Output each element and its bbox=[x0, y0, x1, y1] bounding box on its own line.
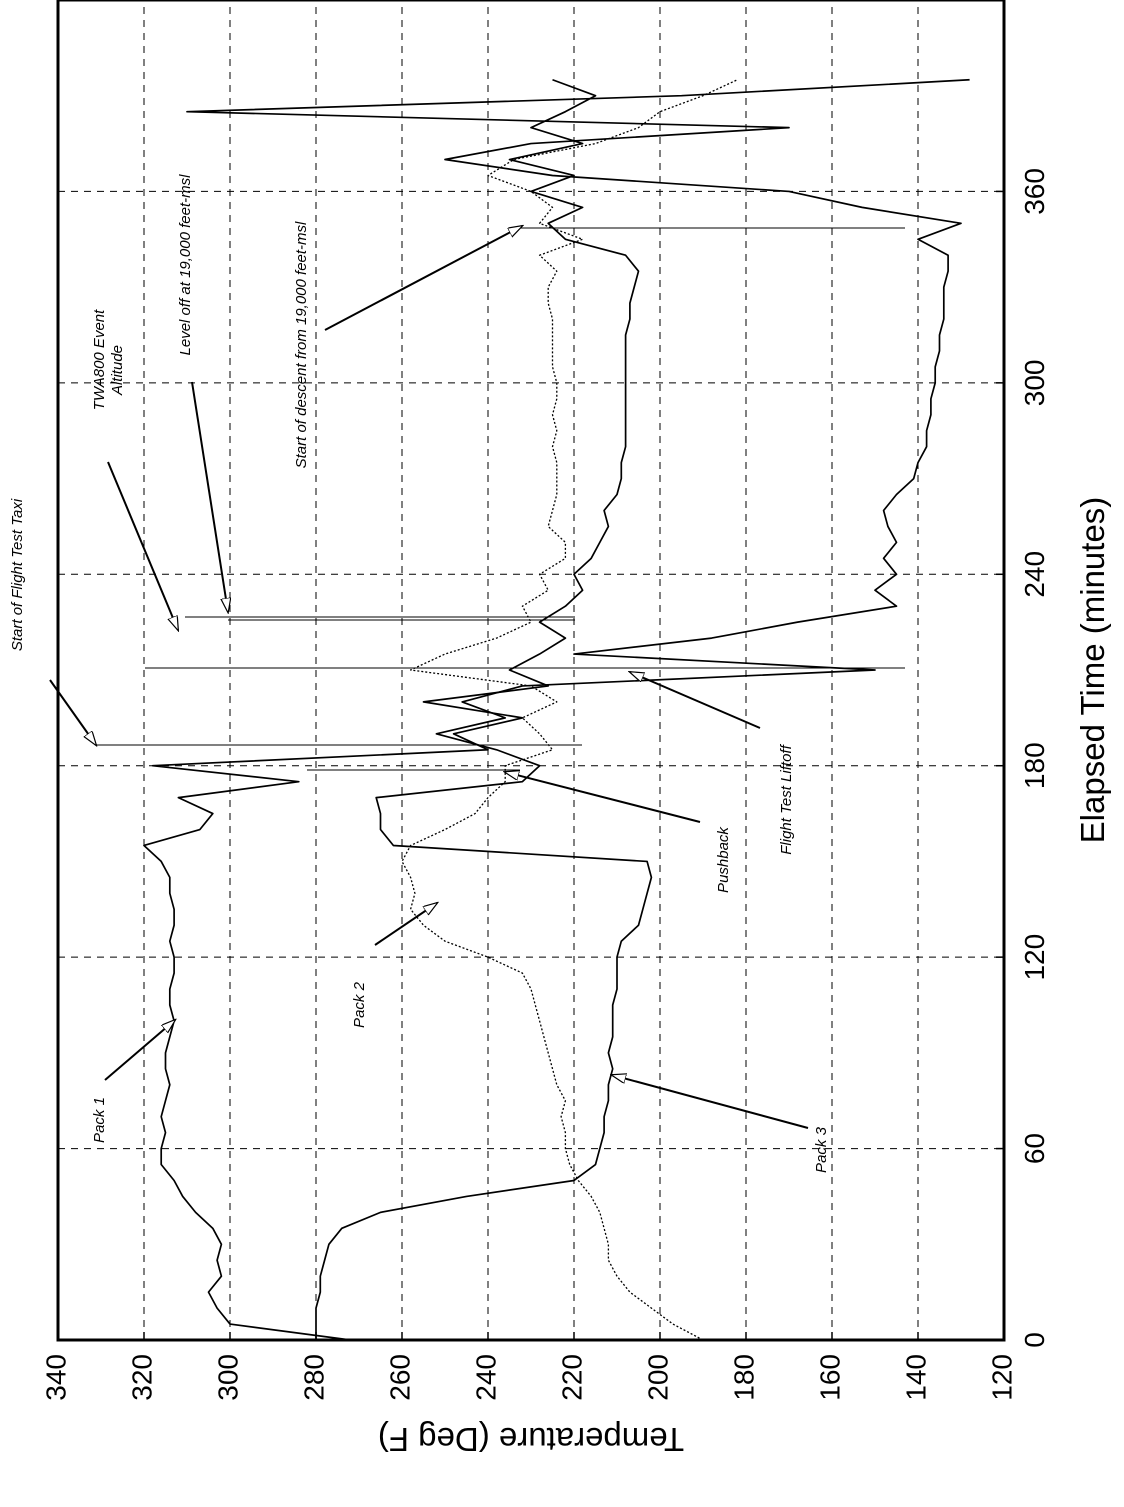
annotation: Pushback bbox=[715, 826, 732, 893]
series-line bbox=[401, 79, 738, 1341]
annotation: Start of Flight Test Taxi bbox=[9, 498, 26, 651]
y-tick-label: 200 bbox=[642, 1354, 673, 1401]
y-tick-label: 180 bbox=[728, 1354, 759, 1401]
annotation: TWA800 Event bbox=[91, 309, 108, 410]
y-tick-label: 320 bbox=[126, 1354, 157, 1401]
y-tick-label: 160 bbox=[814, 1354, 845, 1401]
plot-frame bbox=[56, 0, 1006, 1342]
y-tick-label: 340 bbox=[40, 1354, 71, 1401]
x-tick-label: 0 bbox=[1019, 1332, 1050, 1348]
y-tick-label: 240 bbox=[470, 1354, 501, 1401]
y-tick-label: 140 bbox=[900, 1354, 931, 1401]
x-tick-label: 60 bbox=[1019, 1133, 1050, 1164]
annotations: Pack 1 Pack 2 Pack 3 Pushback Flight Test Li… bbox=[9, 174, 905, 1173]
x-tick-label: 300 bbox=[1019, 359, 1050, 406]
annotation-arrow bbox=[612, 1075, 809, 1129]
x-tick-label: 360 bbox=[1019, 168, 1050, 215]
y-tick-label: 220 bbox=[556, 1354, 587, 1401]
annotation: Flight Test Liftoff bbox=[778, 743, 795, 854]
y-tick-label: 120 bbox=[986, 1354, 1017, 1401]
y-axis-title: Temperature (Deg F) bbox=[378, 1421, 684, 1458]
annotation-arrow bbox=[505, 772, 701, 823]
y-tick-label: 280 bbox=[298, 1354, 329, 1401]
annotation: Altitude bbox=[109, 345, 126, 396]
x-tick-label: 120 bbox=[1019, 934, 1050, 981]
annotation-arrow bbox=[374, 903, 437, 946]
annotation-arrow bbox=[104, 1020, 175, 1081]
x-tick-label: 180 bbox=[1019, 742, 1050, 789]
y-tick-label: 300 bbox=[212, 1354, 243, 1401]
annotation-arrow bbox=[324, 226, 522, 331]
annotation: Pack 1 bbox=[91, 1097, 108, 1143]
annotation: Pack 3 bbox=[813, 1126, 830, 1173]
x-tick-label: 240 bbox=[1019, 551, 1050, 598]
annotation: Start of descent from 19,000 feet-msl bbox=[293, 221, 310, 468]
series-line bbox=[143, 78, 640, 1341]
series-line bbox=[186, 78, 970, 1340]
annotation-arrow bbox=[49, 679, 96, 745]
x-axis-title: Elapsed Time (minutes) bbox=[1074, 497, 1111, 844]
annotation: Pack 2 bbox=[351, 981, 368, 1028]
plot-area: 120 140 160 180 200 220 240 260 280 300 320 340 0 60 1… bbox=[40, 0, 1111, 1458]
annotation-arrow bbox=[107, 461, 178, 630]
annotation-arrow bbox=[630, 672, 761, 729]
y-tick-label: 260 bbox=[384, 1354, 415, 1401]
annotation-arrow bbox=[191, 381, 228, 612]
annotation: Level off at 19,000 feet-msl bbox=[177, 174, 194, 356]
